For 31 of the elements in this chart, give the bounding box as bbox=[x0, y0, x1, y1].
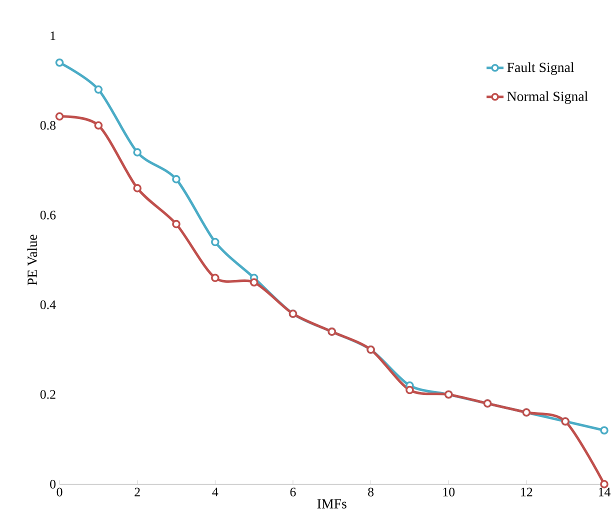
point bbox=[211, 238, 220, 246]
point bbox=[211, 274, 220, 282]
x-tick-label: 2 bbox=[134, 488, 140, 496]
legend-label: Fault Signal bbox=[507, 62, 574, 76]
y-tick-label: 1 bbox=[50, 32, 56, 40]
y-tick-label: 0.4 bbox=[40, 300, 56, 310]
x-tick-label: 0 bbox=[56, 488, 62, 496]
x-tick-label: 6 bbox=[290, 488, 296, 496]
point bbox=[55, 58, 64, 67]
point bbox=[172, 220, 180, 228]
point bbox=[94, 121, 103, 130]
point bbox=[55, 112, 64, 121]
point bbox=[250, 278, 258, 287]
x-tick-label: 10 bbox=[443, 488, 455, 496]
x-tick-label: 4 bbox=[212, 488, 218, 496]
x-axis-title: IMFs bbox=[317, 499, 346, 509]
point bbox=[133, 184, 142, 192]
y-tick-label: 0.6 bbox=[40, 210, 56, 220]
y-tick-label: 0.8 bbox=[40, 121, 56, 130]
point bbox=[406, 386, 414, 394]
y-tick-label: 0 bbox=[50, 480, 56, 489]
legend-label: Normal Signal bbox=[507, 91, 588, 104]
point bbox=[172, 175, 180, 184]
x-tick-label: 14 bbox=[598, 488, 610, 496]
x-tick-label: 12 bbox=[521, 488, 532, 496]
point bbox=[94, 85, 103, 94]
point bbox=[600, 426, 608, 435]
x-tick-label: 8 bbox=[368, 488, 374, 496]
y-axis-title: PE Value bbox=[27, 234, 38, 286]
y-tick-label: 0.2 bbox=[40, 390, 56, 399]
point bbox=[133, 148, 142, 157]
